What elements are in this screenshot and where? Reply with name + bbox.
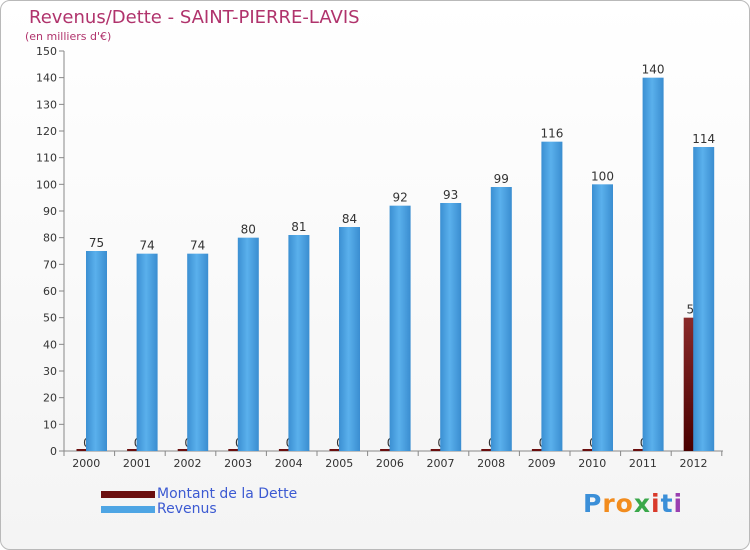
legend-label-revenue: Revenus	[157, 501, 217, 517]
logo-letter: x	[633, 489, 651, 518]
x-tick-label: 2004	[275, 457, 303, 470]
x-tick-label: 2008	[477, 457, 505, 470]
bar-revenue	[86, 251, 107, 451]
data-label-revenue: 92	[392, 191, 407, 205]
bar-revenue	[541, 141, 563, 451]
y-tick-label: 140	[36, 72, 57, 85]
data-label-revenue: 116	[540, 127, 563, 141]
proxiti-logo: Proxiti	[583, 489, 683, 518]
legend-swatch-debt	[101, 490, 155, 498]
x-tick-label: 2012	[680, 457, 708, 470]
y-tick-label: 80	[43, 232, 57, 245]
y-tick-label: 100	[36, 178, 57, 191]
logo-letter: t	[660, 489, 674, 518]
y-tick-label: 130	[36, 98, 57, 111]
x-tick-label: 2000	[72, 457, 100, 470]
bar-revenue	[339, 227, 360, 451]
bar-revenue	[490, 187, 512, 451]
bar-revenue	[288, 235, 310, 451]
data-label-revenue: 80	[241, 223, 256, 237]
data-label-revenue: 140	[642, 63, 665, 77]
x-tick-label: 2010	[578, 457, 606, 470]
data-label-revenue: 93	[443, 188, 458, 202]
x-tick-label: 2005	[325, 457, 353, 470]
x-tick-label: 2007	[427, 457, 455, 470]
bar-revenue	[136, 253, 158, 451]
x-tick-label: 2006	[376, 457, 404, 470]
data-label-revenue: 114	[692, 132, 715, 146]
logo-letter: i	[651, 489, 661, 518]
y-tick-label: 120	[36, 125, 57, 138]
data-label-revenue: 74	[139, 239, 154, 253]
logo-letter: P	[583, 489, 603, 518]
data-label-revenue: 74	[190, 239, 205, 253]
y-tick-label: 90	[43, 205, 57, 218]
y-tick-label: 150	[36, 45, 57, 58]
data-label-revenue: 99	[494, 172, 509, 186]
legend-swatch-revenue	[101, 505, 155, 513]
logo-letter: i	[673, 489, 684, 518]
bar-revenue	[440, 203, 462, 451]
chart-title: Revenus/Dette - SAINT-PIERRE-LAVIS	[29, 7, 360, 28]
y-tick-label: 110	[36, 152, 57, 165]
x-tick-label: 2003	[224, 457, 252, 470]
legend-label-debt: Montant de la Dette	[157, 486, 298, 502]
y-tick-label: 70	[43, 258, 57, 271]
y-tick-label: 20	[43, 392, 57, 405]
data-label-revenue: 84	[342, 212, 357, 226]
x-tick-label: 2001	[123, 457, 151, 470]
x-tick-label: 2011	[629, 457, 657, 470]
x-tick-label: 2009	[528, 457, 556, 470]
data-label-revenue: 100	[591, 169, 614, 183]
data-label-revenue: 75	[89, 236, 104, 250]
y-tick-label: 30	[43, 365, 57, 378]
logo-letter: o	[615, 489, 634, 518]
bar-revenue	[187, 253, 209, 451]
logo-letter: r	[602, 489, 616, 518]
x-tick-label: 2002	[174, 457, 202, 470]
y-tick-label: 60	[43, 285, 57, 298]
bar-revenue	[389, 205, 411, 451]
chart-subtitle: (en milliers d'€)	[25, 30, 112, 43]
legend-item-revenue: Revenus	[101, 501, 217, 517]
y-tick-label: 0	[50, 445, 57, 458]
legend-item-debt: Montant de la Dette	[101, 486, 297, 502]
bar-revenue	[592, 184, 613, 452]
bar-revenue	[642, 77, 664, 452]
y-tick-label: 40	[43, 338, 57, 351]
data-label-revenue: 81	[291, 220, 306, 234]
bar-revenue	[693, 147, 715, 451]
bar-revenue	[237, 237, 259, 451]
y-tick-label: 50	[43, 312, 57, 325]
y-tick-label: 10	[43, 418, 57, 431]
